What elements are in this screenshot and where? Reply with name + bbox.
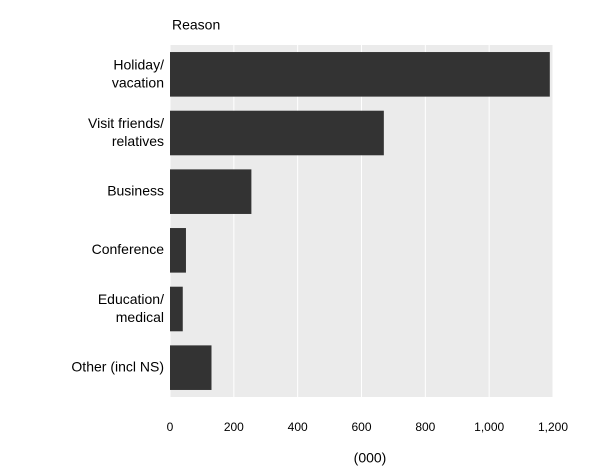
y-axis-title: Reason (172, 17, 220, 33)
y-tick-label: Conference (92, 241, 165, 257)
bar (170, 169, 252, 214)
x-axis-title: (000) (354, 450, 387, 466)
bar (170, 228, 186, 273)
x-tick-label: 0 (167, 420, 174, 434)
x-tick-label: 1,000 (474, 420, 504, 434)
x-tick-label: 400 (288, 420, 308, 434)
bar (170, 52, 550, 97)
y-tick-label: Other (incl NS) (71, 358, 164, 374)
x-tick-label: 200 (224, 420, 244, 434)
x-tick-label: 600 (351, 420, 371, 434)
y-tick-label: Business (107, 182, 164, 198)
y-tick-label: Education/medical (98, 291, 164, 325)
y-tick-label: Visit friends/relatives (88, 115, 164, 149)
x-tick-label: 800 (415, 420, 435, 434)
x-tick-label: 1,200 (538, 420, 568, 434)
bar (170, 345, 212, 390)
bar (170, 286, 183, 332)
y-tick-label: Holiday/vacation (112, 56, 164, 90)
bar (170, 110, 384, 156)
